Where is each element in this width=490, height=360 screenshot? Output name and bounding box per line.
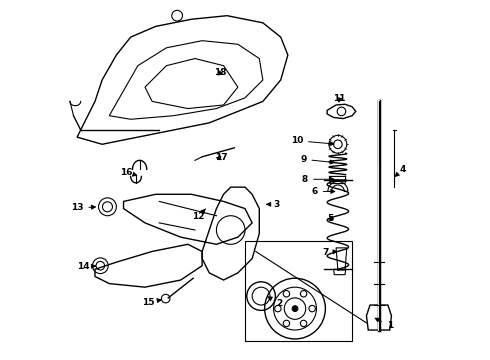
Text: 12: 12 <box>192 209 205 221</box>
Text: 9: 9 <box>300 155 334 164</box>
Text: 18: 18 <box>215 68 227 77</box>
Text: 2: 2 <box>268 297 282 308</box>
Text: 1: 1 <box>375 318 393 330</box>
Text: 14: 14 <box>77 262 96 271</box>
Text: 5: 5 <box>328 214 334 223</box>
Text: 13: 13 <box>71 203 96 212</box>
Bar <box>245 241 352 341</box>
Text: 7: 7 <box>322 248 337 257</box>
Circle shape <box>292 306 298 311</box>
Text: 8: 8 <box>302 175 334 184</box>
Text: 6: 6 <box>312 187 335 196</box>
Text: 4: 4 <box>395 165 406 177</box>
Text: 16: 16 <box>120 168 137 177</box>
Text: 10: 10 <box>291 136 334 145</box>
Text: 3: 3 <box>267 200 280 209</box>
Text: 15: 15 <box>142 298 161 307</box>
Text: 17: 17 <box>215 153 228 162</box>
Text: 11: 11 <box>333 94 346 103</box>
